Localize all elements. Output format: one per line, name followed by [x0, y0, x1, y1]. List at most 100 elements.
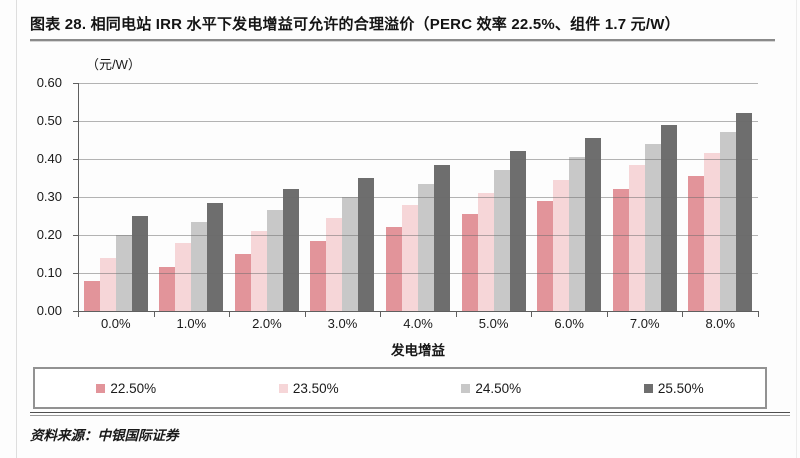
- gridline: [78, 158, 758, 160]
- legend-swatch-icon: [461, 383, 471, 393]
- x-axis-tick: [531, 311, 533, 317]
- y-axis-line: [78, 83, 79, 312]
- gridline: [78, 273, 758, 274]
- y-axis-tick: [73, 273, 78, 274]
- y-tick-label: 0.40: [36, 151, 62, 166]
- bar-series-24.50%-cat-2.0%: [266, 210, 283, 311]
- x-tick-label: 6.0%: [554, 316, 584, 331]
- page-frame-right: [796, 0, 797, 458]
- x-axis-title: 发电增益: [391, 343, 445, 358]
- y-axis-tick: [73, 311, 78, 312]
- bar-series-22.50%-cat-4.0%: [386, 227, 403, 311]
- x-axis-tick: [78, 311, 79, 317]
- bar-series-22.50%-cat-6.0%: [537, 200, 554, 311]
- bar-series-22.50%-cat-0.0%: [83, 280, 100, 311]
- bar-group-5.0%: [456, 83, 532, 311]
- legend-swatch-icon: [278, 383, 288, 393]
- gridline: [78, 83, 758, 84]
- bottom-rule: [30, 412, 790, 416]
- x-axis-tick: [153, 311, 155, 317]
- bar-group-1.0%: [154, 83, 230, 311]
- y-axis-tick: [73, 83, 78, 84]
- bar-series-23.50%-cat-0.0%: [99, 257, 116, 311]
- y-axis-tick-labels: 0.60 0.50 0.40 0.30 0.20 0.10 0.00: [18, 75, 68, 318]
- bar-series-23.50%-cat-8.0%: [704, 153, 721, 311]
- gridline: [78, 197, 758, 198]
- x-tick-label: 5.0%: [478, 316, 509, 331]
- bar-series-24.50%-cat-7.0%: [644, 143, 661, 311]
- legend-label: 22.50%: [110, 380, 157, 396]
- x-tick-label: 2.0%: [252, 316, 282, 331]
- y-axis-unit-label: （元/W）: [86, 57, 141, 72]
- bar-series-23.50%-cat-3.0%: [326, 217, 343, 311]
- x-tick-label: 3.0%: [327, 316, 358, 331]
- bar-group-7.0%: [607, 83, 683, 311]
- bar-series-25.50%-cat-2.0%: [282, 189, 299, 311]
- legend-label: 25.50%: [657, 380, 704, 396]
- legend-item: 24.50%: [400, 381, 583, 396]
- bar-group-4.0%: [380, 83, 456, 311]
- x-axis-tick: [606, 311, 608, 317]
- bar-series-24.50%-cat-8.0%: [720, 132, 737, 311]
- y-tick-label: 0.10: [36, 265, 62, 280]
- x-tick-label: 8.0%: [705, 316, 736, 331]
- bar-series-22.50%-cat-2.0%: [234, 254, 251, 311]
- x-tick-label: 0.0%: [100, 316, 131, 331]
- x-tick-label: 7.0%: [629, 316, 660, 331]
- legend-box: 22.50% 23.50% 24.50% 25.50%: [33, 367, 767, 409]
- bar-group-6.0%: [531, 83, 607, 311]
- bar-series-23.50%-cat-5.0%: [477, 193, 494, 311]
- bar-series-25.50%-cat-1.0%: [207, 202, 224, 311]
- bar-series-24.50%-cat-4.0%: [418, 183, 435, 311]
- bar-series-23.50%-cat-4.0%: [402, 204, 419, 311]
- y-axis-tick: [73, 158, 78, 160]
- legend-label: 24.50%: [475, 380, 522, 396]
- x-axis-line: [78, 311, 758, 312]
- gridline: [78, 120, 758, 122]
- x-axis-tick: [304, 311, 306, 317]
- legend-item: 23.50%: [218, 381, 401, 396]
- bar-series-22.50%-cat-8.0%: [688, 176, 705, 311]
- bar-series-25.50%-cat-4.0%: [434, 164, 451, 311]
- source-note: 资料来源：中银国际证券: [30, 428, 179, 443]
- x-axis-tick: [682, 311, 684, 317]
- bar-series-24.50%-cat-6.0%: [569, 157, 586, 311]
- x-axis-tick: [380, 311, 382, 317]
- legend-item: 22.50%: [35, 381, 218, 396]
- bar-groups: [78, 83, 758, 311]
- y-tick-label: 0.00: [36, 303, 62, 318]
- bar-group-8.0%: [683, 83, 759, 311]
- bar-series-22.50%-cat-1.0%: [159, 267, 176, 311]
- bar-series-25.50%-cat-7.0%: [660, 124, 677, 311]
- gridline: [78, 234, 758, 236]
- bar-series-22.50%-cat-5.0%: [461, 214, 478, 311]
- bar-group-0.0%: [78, 83, 154, 311]
- figure-title: 图表 28. 相同电站 IRR 水平下发电增益可允许的合理溢价（PERC 效率 …: [30, 16, 680, 33]
- x-axis-tick: [455, 311, 457, 317]
- bar-series-25.50%-cat-6.0%: [585, 138, 602, 311]
- bar-series-24.50%-cat-3.0%: [342, 197, 359, 311]
- bar-group-3.0%: [305, 83, 381, 311]
- legend-item: 25.50%: [583, 381, 766, 396]
- y-axis-tick: [73, 120, 78, 122]
- bar-series-25.50%-cat-0.0%: [131, 216, 148, 311]
- bar-series-23.50%-cat-1.0%: [175, 242, 192, 311]
- y-tick-label: 0.30: [36, 189, 62, 204]
- x-tick-label: 4.0%: [403, 316, 433, 331]
- bar-series-23.50%-cat-6.0%: [553, 179, 570, 311]
- y-axis-tick: [73, 234, 78, 236]
- x-axis-tick: [229, 311, 231, 317]
- bar-series-22.50%-cat-3.0%: [310, 240, 327, 311]
- bar-series-22.50%-cat-7.0%: [612, 189, 629, 311]
- plot-area: [73, 83, 759, 317]
- bar-series-23.50%-cat-7.0%: [628, 164, 645, 311]
- legend-label: 23.50%: [292, 380, 339, 396]
- bar-series-23.50%-cat-2.0%: [250, 231, 267, 311]
- bar-series-25.50%-cat-5.0%: [509, 151, 526, 311]
- bar-series-25.50%-cat-8.0%: [736, 113, 753, 311]
- y-axis-tick: [73, 197, 78, 198]
- x-axis-tick: [758, 311, 759, 317]
- bar-series-24.50%-cat-1.0%: [191, 221, 208, 311]
- y-tick-label: 0.20: [36, 227, 62, 242]
